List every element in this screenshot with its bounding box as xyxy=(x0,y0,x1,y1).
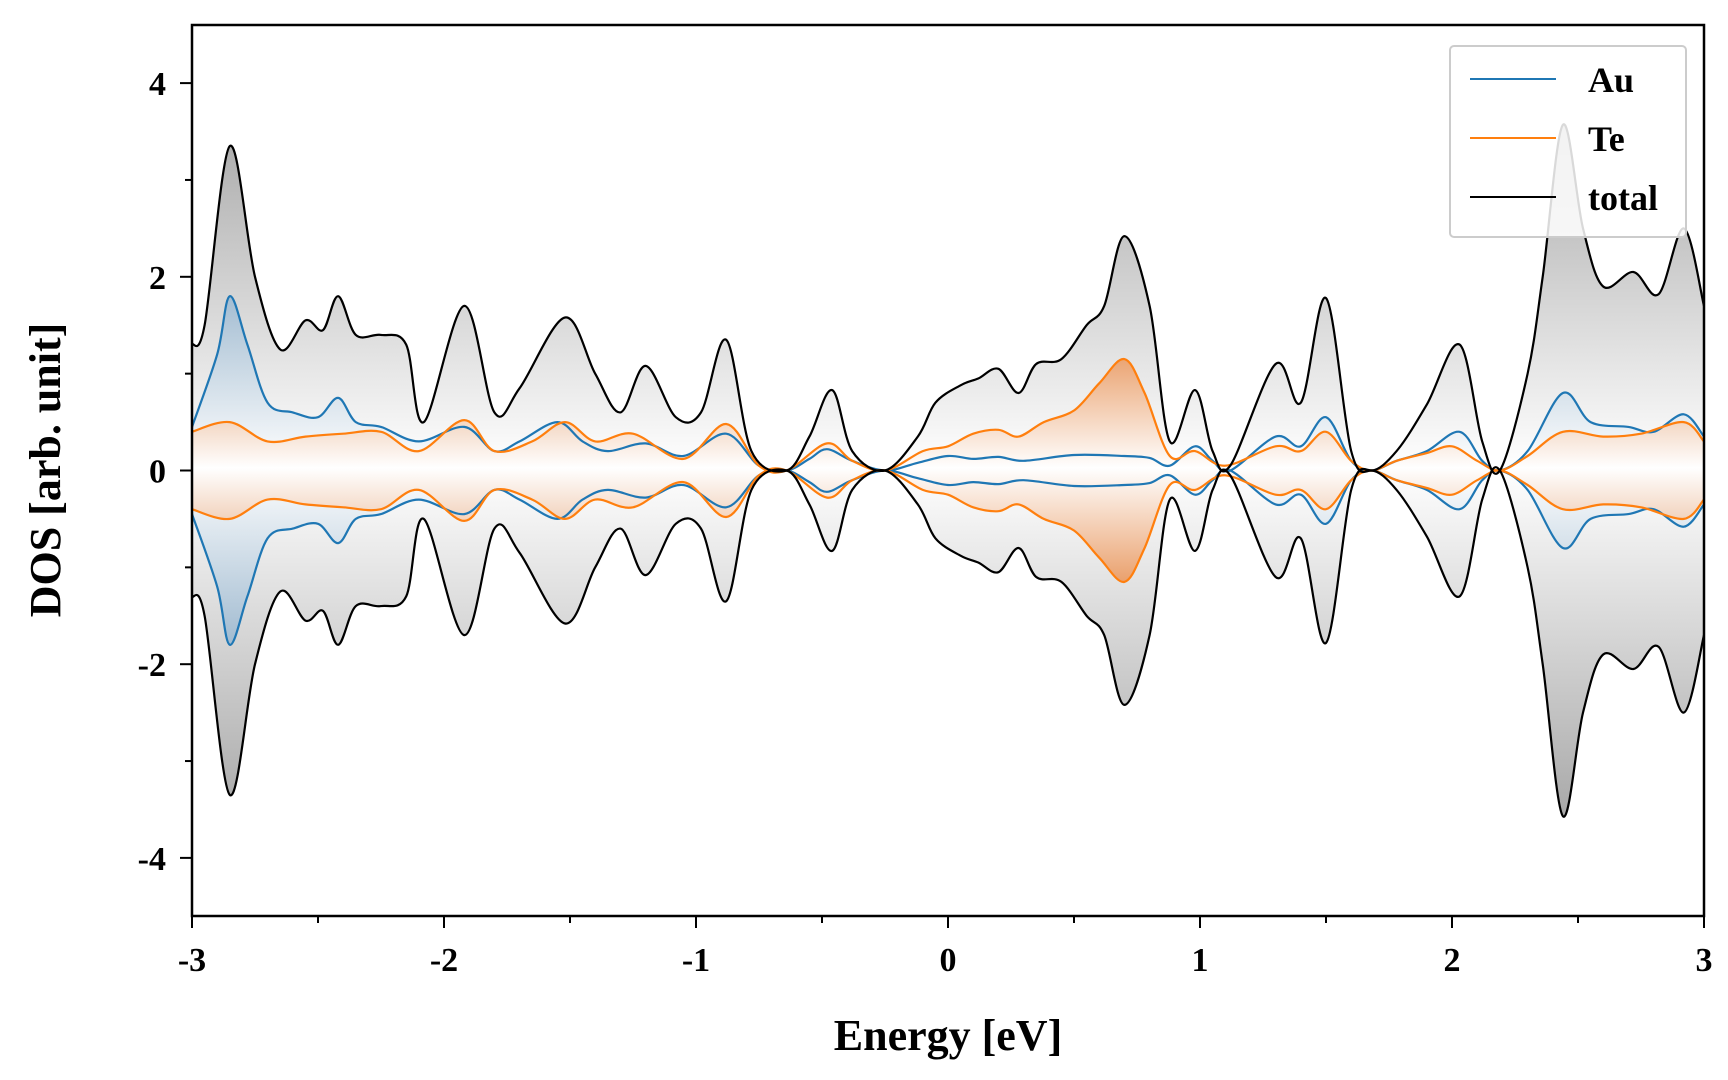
x-tick-label: 2 xyxy=(1444,942,1461,979)
x-tick-label: -2 xyxy=(430,942,458,979)
x-tick-label: -3 xyxy=(178,942,206,979)
dos-line-te-positive xyxy=(192,357,1704,474)
y-tick-label: -2 xyxy=(138,647,166,684)
dos-line-au-positive xyxy=(192,295,1704,473)
x-tick-label: -1 xyxy=(682,942,710,979)
x-tick-label: 1 xyxy=(1192,942,1209,979)
legend-label-te: Te xyxy=(1588,119,1625,159)
dos-line-total-positive xyxy=(192,123,1704,475)
legend-label-total: total xyxy=(1588,178,1658,218)
x-axis: -3 -2 -1 0 1 2 3 xyxy=(178,916,1713,979)
dos-line-total-negative xyxy=(192,466,1704,818)
y-axis: -4 -2 0 2 4 xyxy=(138,66,192,878)
legend-box xyxy=(1449,45,1687,238)
dos-fill-layer xyxy=(192,124,1704,817)
x-tick-label: 0 xyxy=(940,942,957,979)
y-tick-label: 4 xyxy=(149,66,166,103)
y-tick-label: -4 xyxy=(138,841,166,878)
x-axis-title: Energy [eV] xyxy=(834,1011,1063,1060)
x-tick-label: 3 xyxy=(1696,942,1713,979)
y-axis-title: DOS [arb. unit] xyxy=(21,323,70,618)
y-tick-label: 2 xyxy=(149,260,166,297)
dos-line-au-negative xyxy=(192,468,1704,646)
legend-label-au: Au xyxy=(1588,60,1634,100)
dos-line-te-negative xyxy=(192,467,1704,584)
legend: Au Te total xyxy=(1449,45,1687,238)
y-tick-label: 0 xyxy=(149,454,166,491)
dos-line-layer xyxy=(192,123,1704,818)
dos-fill-te xyxy=(192,358,1704,583)
